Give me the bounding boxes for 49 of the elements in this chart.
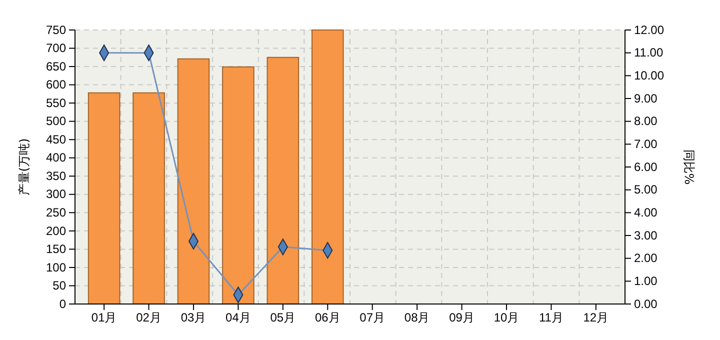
bar [222, 66, 254, 304]
bar [88, 92, 120, 304]
y2-tick-label: 2.00 [634, 251, 658, 266]
y-tick-label: 450 [46, 132, 66, 146]
x-tick-label: 03月 [180, 310, 206, 325]
y2-axis-title: 同比% [682, 149, 696, 185]
y-tick-label: 650 [46, 59, 66, 74]
y-tick-label: 500 [46, 114, 66, 128]
y2-tick-label: 11.00 [634, 46, 664, 60]
bar [311, 30, 344, 304]
y2-tick-label: 1.00 [634, 274, 658, 288]
y-tick-label: 400 [46, 150, 66, 165]
y2-tick-label: 0.00 [634, 296, 658, 311]
x-tick-label: 04月 [226, 310, 251, 325]
y2-tick-label: 9.00 [634, 91, 658, 106]
x-tick-label: 09月 [449, 310, 474, 325]
y2-tick-label: 10.00 [634, 68, 664, 83]
y-axis-title: 产量(万吨) [17, 138, 31, 196]
y-tick-label: 350 [46, 168, 66, 183]
bar [266, 56, 300, 304]
y-tick-label: 100 [46, 260, 66, 274]
x-tick-label: 01月 [91, 310, 117, 325]
y2-tick-label: 7.00 [634, 137, 658, 152]
y-tick-label: 200 [46, 224, 66, 238]
y-tick-label: 150 [46, 242, 66, 256]
y2-tick-label: 3.00 [634, 228, 658, 242]
bar [177, 58, 210, 304]
x-tick-label: 10月 [494, 310, 520, 325]
bar [132, 92, 165, 304]
y-tick-label: 750 [46, 22, 66, 37]
x-tick-label: 08月 [404, 310, 430, 325]
y-tick-label: 50 [52, 278, 66, 293]
y-tick-label: 550 [46, 96, 66, 110]
y-tick-label: 700 [46, 41, 66, 56]
x-tick-label: 07月 [360, 310, 386, 325]
y2-tick-label: 12.00 [634, 22, 664, 37]
x-tick-label: 02月 [136, 310, 162, 325]
y2-tick-label: 8.00 [634, 114, 658, 128]
x-tick-label: 05月 [270, 310, 296, 325]
x-tick-label: 12月 [583, 310, 609, 325]
y-tick-label: 250 [46, 206, 66, 220]
y2-tick-label: 6.00 [634, 160, 658, 174]
y2-tick-label: 5.00 [634, 182, 658, 197]
x-tick-label: 06月 [314, 310, 340, 325]
y-tick-label: 600 [46, 78, 66, 92]
y-tick-label: 300 [46, 187, 66, 202]
y2-tick-label: 4.00 [634, 206, 658, 220]
y-tick-label: 0 [59, 296, 66, 311]
x-tick-label: 11月 [538, 310, 564, 325]
